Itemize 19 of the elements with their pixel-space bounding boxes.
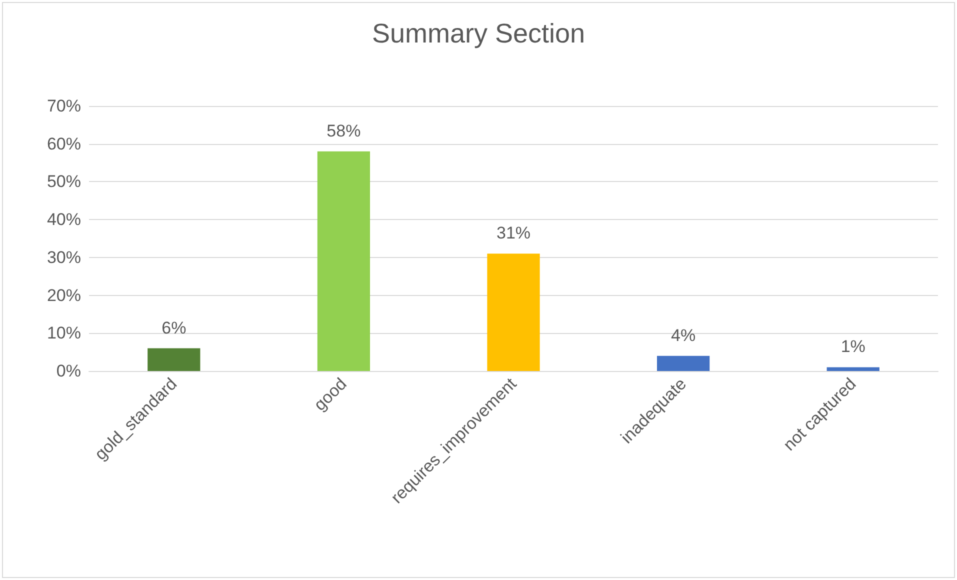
chart-title: Summary Section [372, 18, 586, 48]
y-tick-label: 30% [46, 248, 81, 267]
data-label: 58% [326, 121, 361, 140]
data-label: 1% [840, 337, 866, 356]
y-tick-label: 40% [46, 210, 81, 230]
y-tick-label: 50% [46, 172, 81, 192]
y-tick-label: 70% [46, 96, 81, 116]
bar [656, 356, 710, 371]
bar [148, 348, 200, 371]
y-tick-label: 0% [56, 362, 81, 380]
bar [487, 254, 540, 371]
data-label: 31% [496, 224, 531, 243]
data-label: 6% [162, 318, 186, 338]
y-tick-label: 60% [46, 134, 81, 154]
bar [826, 367, 880, 371]
data-label: 4% [671, 326, 696, 345]
bar [317, 151, 370, 371]
y-tick-label: 10% [46, 324, 81, 343]
y-tick-label: 20% [46, 286, 81, 305]
